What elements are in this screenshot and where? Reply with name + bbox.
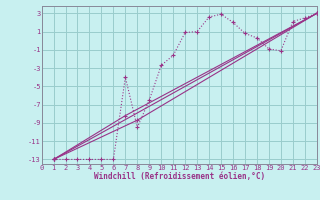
X-axis label: Windchill (Refroidissement éolien,°C): Windchill (Refroidissement éolien,°C) <box>94 172 265 181</box>
